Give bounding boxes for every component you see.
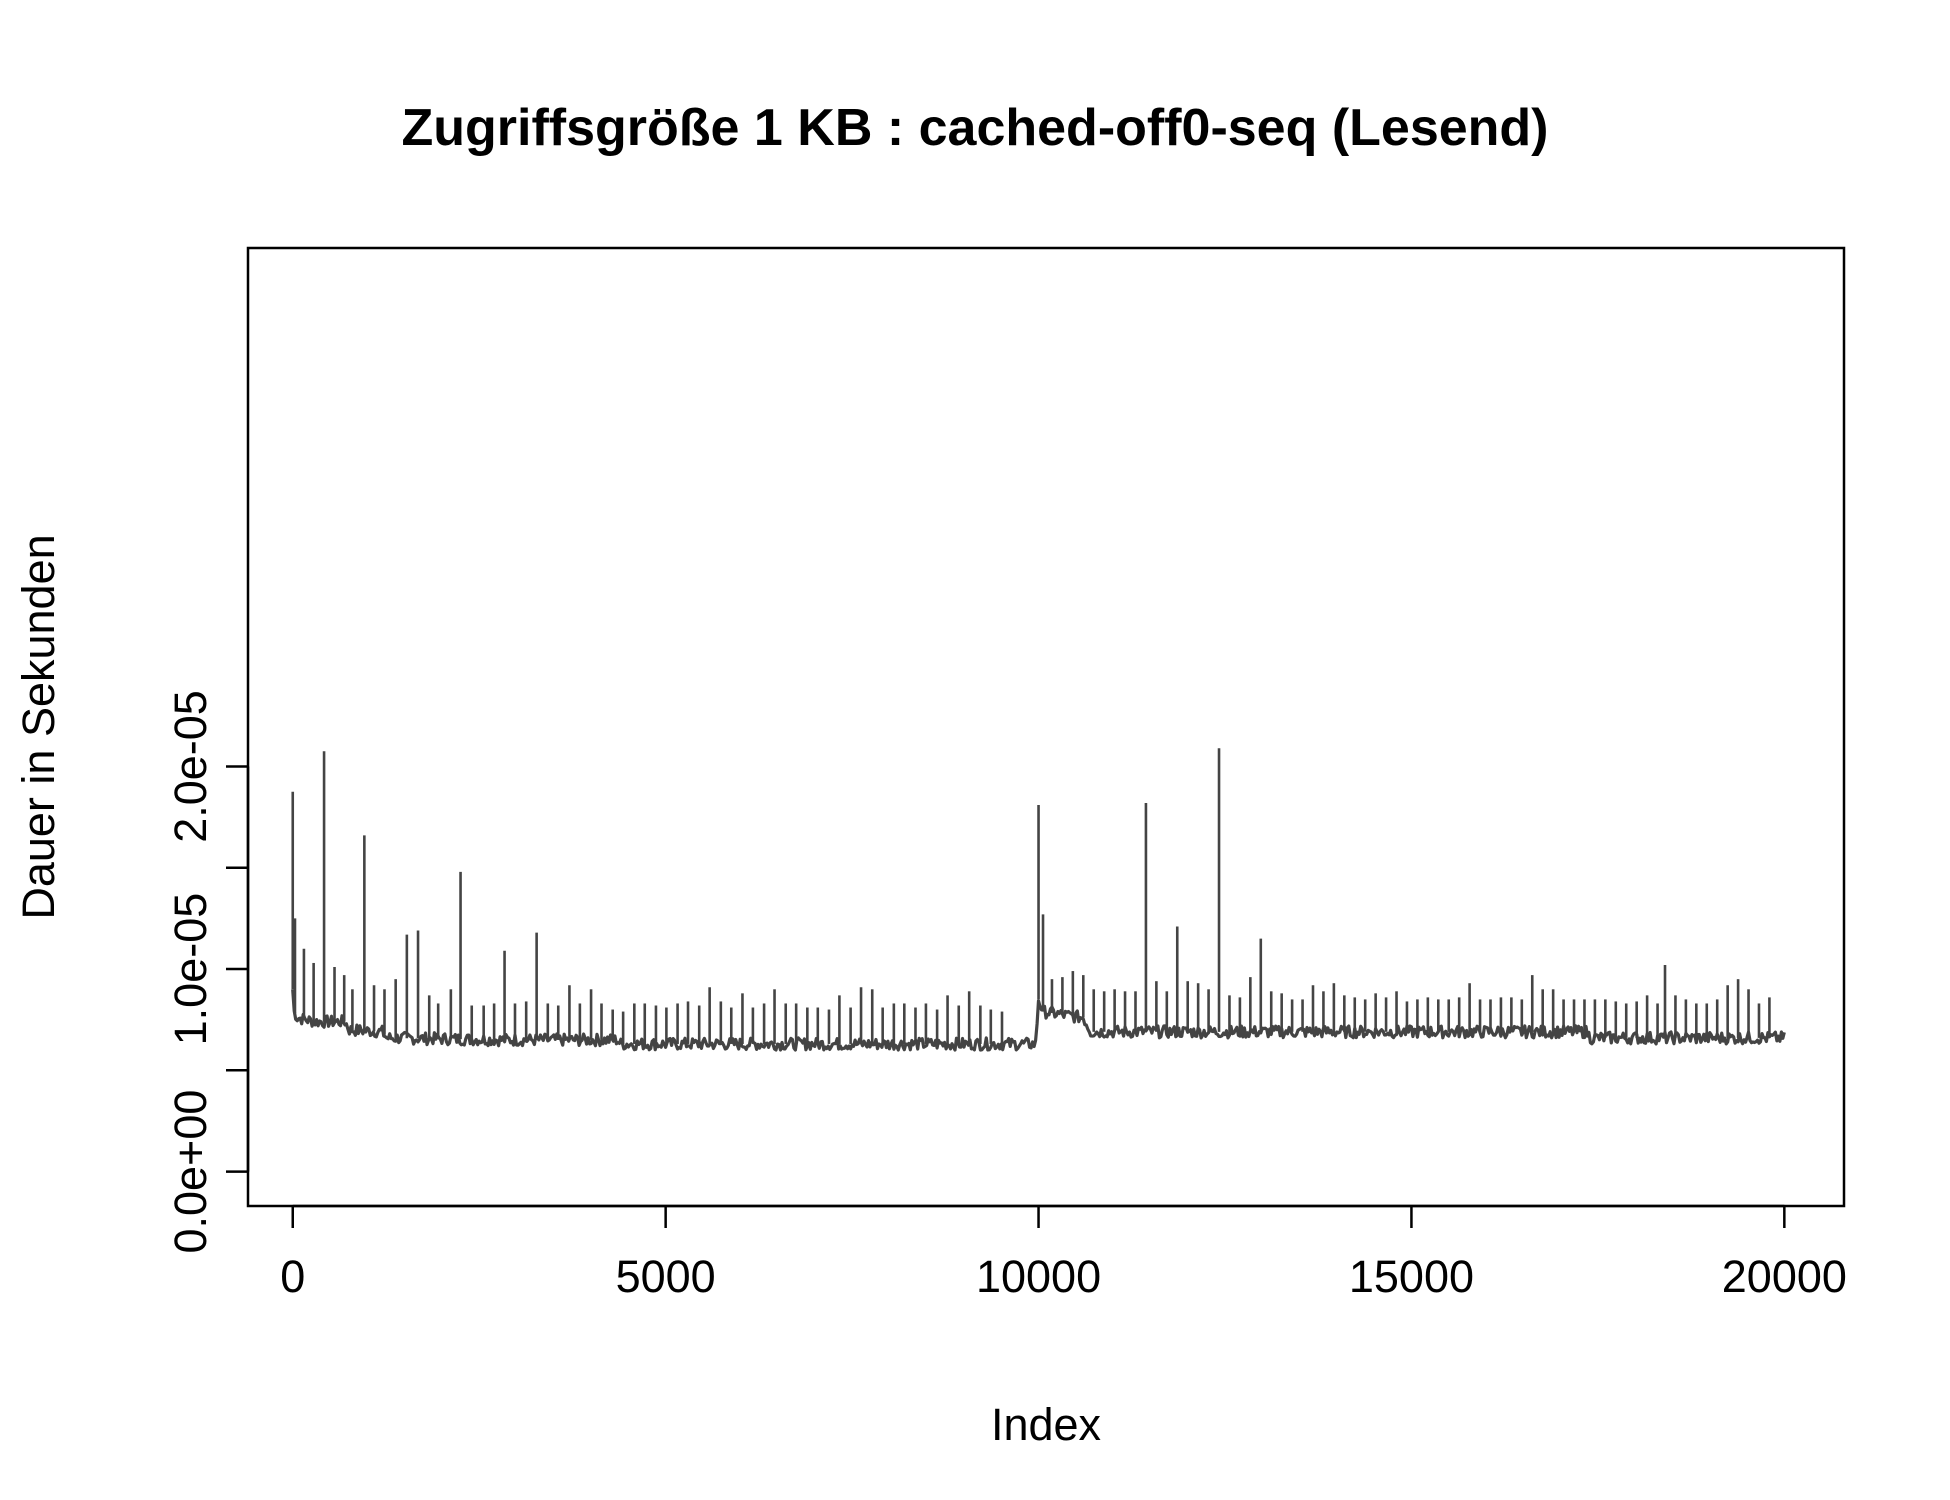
x-axis-label: Index xyxy=(991,1399,1102,1450)
x-tick-label: 15000 xyxy=(1349,1251,1474,1302)
x-tick-label: 20000 xyxy=(1722,1251,1847,1302)
y-axis-label: Dauer in Sekunden xyxy=(13,534,64,919)
series-line xyxy=(291,989,1786,1052)
y-tick-label: 2.0e-05 xyxy=(165,690,216,843)
y-tick-label: 1.0e-05 xyxy=(165,893,216,1046)
y-axis: 0.0e+00 1.0e-05 2.0e-05 xyxy=(165,690,250,1254)
x-tick-label: 5000 xyxy=(616,1251,716,1302)
x-axis: 0 5000 10000 15000 20000 xyxy=(280,1204,1847,1302)
y-tick-label: 0.0e+00 xyxy=(165,1090,216,1254)
x-tick-label: 0 xyxy=(280,1251,305,1302)
chart-title: Zugriffsgröße 1 KB : cached-off0-seq (Le… xyxy=(402,99,1549,157)
plot-frame xyxy=(246,246,1846,1208)
series-group xyxy=(291,748,1786,1052)
x-tick-label: 10000 xyxy=(976,1251,1101,1302)
